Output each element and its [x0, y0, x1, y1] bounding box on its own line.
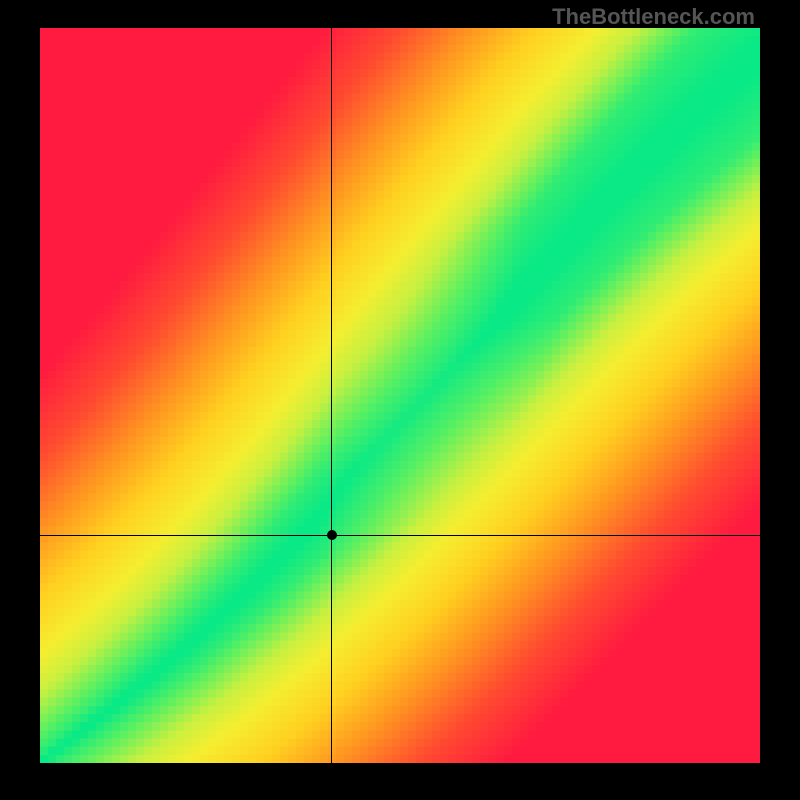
heatmap-plot-area: [40, 28, 760, 763]
chart-outer: TheBottleneck.com: [0, 0, 800, 800]
crosshair-marker: [327, 530, 337, 540]
crosshair-vertical: [331, 28, 332, 763]
heatmap-canvas: [40, 28, 760, 763]
watermark-text: TheBottleneck.com: [552, 4, 755, 30]
crosshair-horizontal: [40, 535, 760, 536]
